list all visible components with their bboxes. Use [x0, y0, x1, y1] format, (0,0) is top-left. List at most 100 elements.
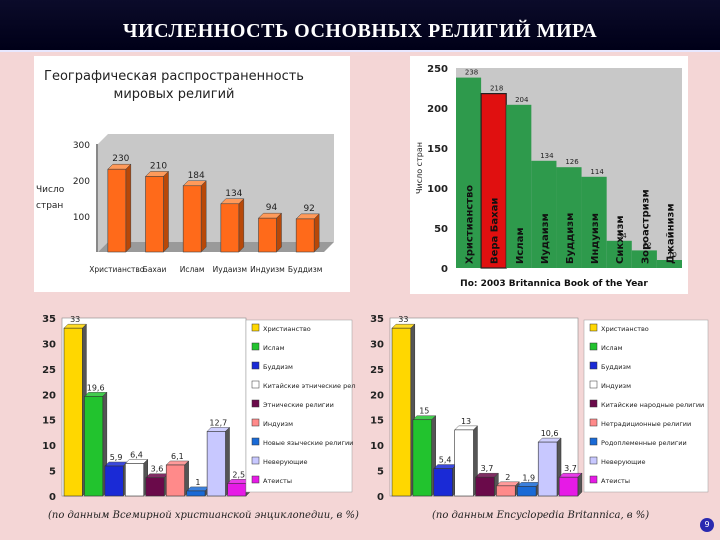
bar — [220, 203, 240, 253]
bar-value-label: 12,7 — [209, 418, 227, 427]
bar-category-label: Буддизм — [565, 213, 576, 264]
page-number: 9 — [700, 518, 714, 532]
y-axis-label-line-2: стран — [36, 201, 63, 211]
bar-value-label: 204 — [515, 96, 529, 104]
legend-swatch — [251, 437, 260, 446]
x-tick-label: Ислам — [180, 265, 205, 274]
bar-value-label: 5,4 — [439, 456, 452, 465]
bar-category-label: Зороастризм — [640, 189, 651, 264]
legend-swatch — [589, 361, 598, 370]
y-tick-label: 150 — [427, 144, 448, 155]
x-tick-label: Индуизм — [250, 265, 285, 274]
legend-label: Буддизм — [263, 363, 293, 371]
bar-side — [238, 198, 245, 253]
y-tick-label: 30 — [370, 339, 384, 350]
footnote-left: (по данным Всемирной христианской энцикл… — [48, 510, 359, 521]
y-tick-label: 5 — [49, 467, 56, 478]
legend-label: Христианство — [601, 325, 649, 333]
bar — [227, 482, 247, 497]
legend-swatch — [589, 456, 598, 465]
legend-label: Ислам — [601, 344, 623, 352]
bar — [606, 240, 632, 268]
legend-swatch — [251, 323, 260, 332]
y-axis-label: Число стран — [415, 142, 424, 194]
y-tick-label: 20 — [370, 390, 384, 401]
bar — [182, 185, 202, 253]
bar-category-label: Индуизм — [590, 213, 601, 264]
y-tick-label: 50 — [434, 224, 448, 235]
bar-value-label: 33 — [70, 315, 80, 324]
bar — [412, 419, 432, 497]
bar — [186, 490, 206, 497]
bar — [125, 463, 145, 497]
bar-side — [577, 472, 583, 497]
legend-label: Индуизм — [263, 420, 293, 428]
bar — [145, 477, 165, 497]
legend-swatch — [251, 399, 260, 408]
chart-countries-britannica: 0 50 100 150 200 250 Число стран 238 Христианств… — [410, 56, 688, 294]
y-tick-label: 0 — [49, 492, 56, 503]
legend-label: Этнические религии — [263, 401, 334, 409]
legend-swatch — [589, 323, 598, 332]
bar — [84, 396, 104, 497]
bar-side — [313, 213, 320, 253]
bar-value-label: 15 — [419, 407, 429, 416]
y-tick-label: 10 — [42, 441, 56, 452]
legend-label: Индуизм — [601, 382, 631, 390]
bar — [537, 441, 558, 497]
bar-category-label: Джайнизм — [665, 203, 676, 264]
y-tick-label: 25 — [42, 365, 56, 376]
bar-value-label: 126 — [565, 158, 579, 166]
bar — [107, 168, 127, 253]
bar-value-label: 6,4 — [130, 450, 143, 459]
y-tick-label: 100 — [427, 184, 448, 195]
legend-label: Родоплеменные религии — [601, 439, 687, 447]
bar — [496, 485, 516, 497]
bar — [258, 217, 277, 253]
y-tick-label: 0 — [441, 264, 448, 275]
x-tick-label: Христианство — [89, 265, 145, 274]
x-tick-label: Буддизм — [288, 265, 322, 274]
bar-side — [276, 212, 282, 253]
bar — [456, 77, 482, 268]
bar-category-label: Иудаизм — [540, 213, 551, 264]
bar — [391, 327, 412, 497]
legend-label: Христианство — [263, 325, 311, 333]
y-tick-label: 5 — [377, 467, 384, 478]
legend-label: Китайские этнические религии — [263, 382, 356, 390]
bar-value-label: 34 — [618, 232, 627, 240]
bar-value-label: 238 — [465, 69, 478, 77]
bar-value-label: 230 — [112, 154, 129, 164]
bar-value-label: 10 — [668, 251, 677, 259]
legend-label: Неверующие — [601, 458, 646, 466]
bar-value-label: 2,5 — [232, 470, 245, 479]
y-tick-label: 25 — [370, 365, 384, 376]
bar-value-label: 6,1 — [171, 452, 184, 461]
bar-value-label: 13 — [461, 417, 471, 426]
legend-swatch — [251, 380, 260, 389]
legend-label: Нетрадиционные религии — [601, 420, 691, 428]
bar-value-label: 3,7 — [564, 464, 577, 473]
slide-title: ЧИСЛЕННОСТЬ ОСНОВНЫХ РЕЛИГИЙ МИРА — [122, 20, 598, 42]
y-tick-label: 250 — [427, 64, 448, 75]
bar-category-label: Сикхизм — [615, 215, 626, 264]
bar — [145, 176, 164, 253]
bar-value-label: 184 — [188, 171, 205, 181]
legend-box — [245, 319, 353, 493]
y-tick-label: 200 — [427, 104, 448, 115]
chart-percent-christian-encyclopedia: 0 5 10 15 20 25 30 35 33 19,6 5,9 6,4 3,6 6,1 1 12,7 2,5… — [42, 314, 356, 503]
legend-swatch — [251, 475, 260, 484]
y-tick-label: 300 — [73, 141, 90, 151]
legend-label: Новые языческие религии — [263, 439, 353, 447]
bar — [581, 176, 607, 268]
x-tick-label: Иудаизм — [213, 265, 247, 274]
bar-side — [125, 163, 132, 253]
chart-countries-world: Географическая распространенность мировых… — [34, 56, 350, 292]
legend-swatch — [589, 342, 598, 351]
bar-category-label: Вера Бахаи — [490, 198, 501, 264]
bar-value-label: 33 — [398, 315, 408, 324]
legend-swatch — [589, 437, 598, 446]
legend-swatch — [251, 342, 260, 351]
y-tick-label: 15 — [42, 416, 56, 427]
